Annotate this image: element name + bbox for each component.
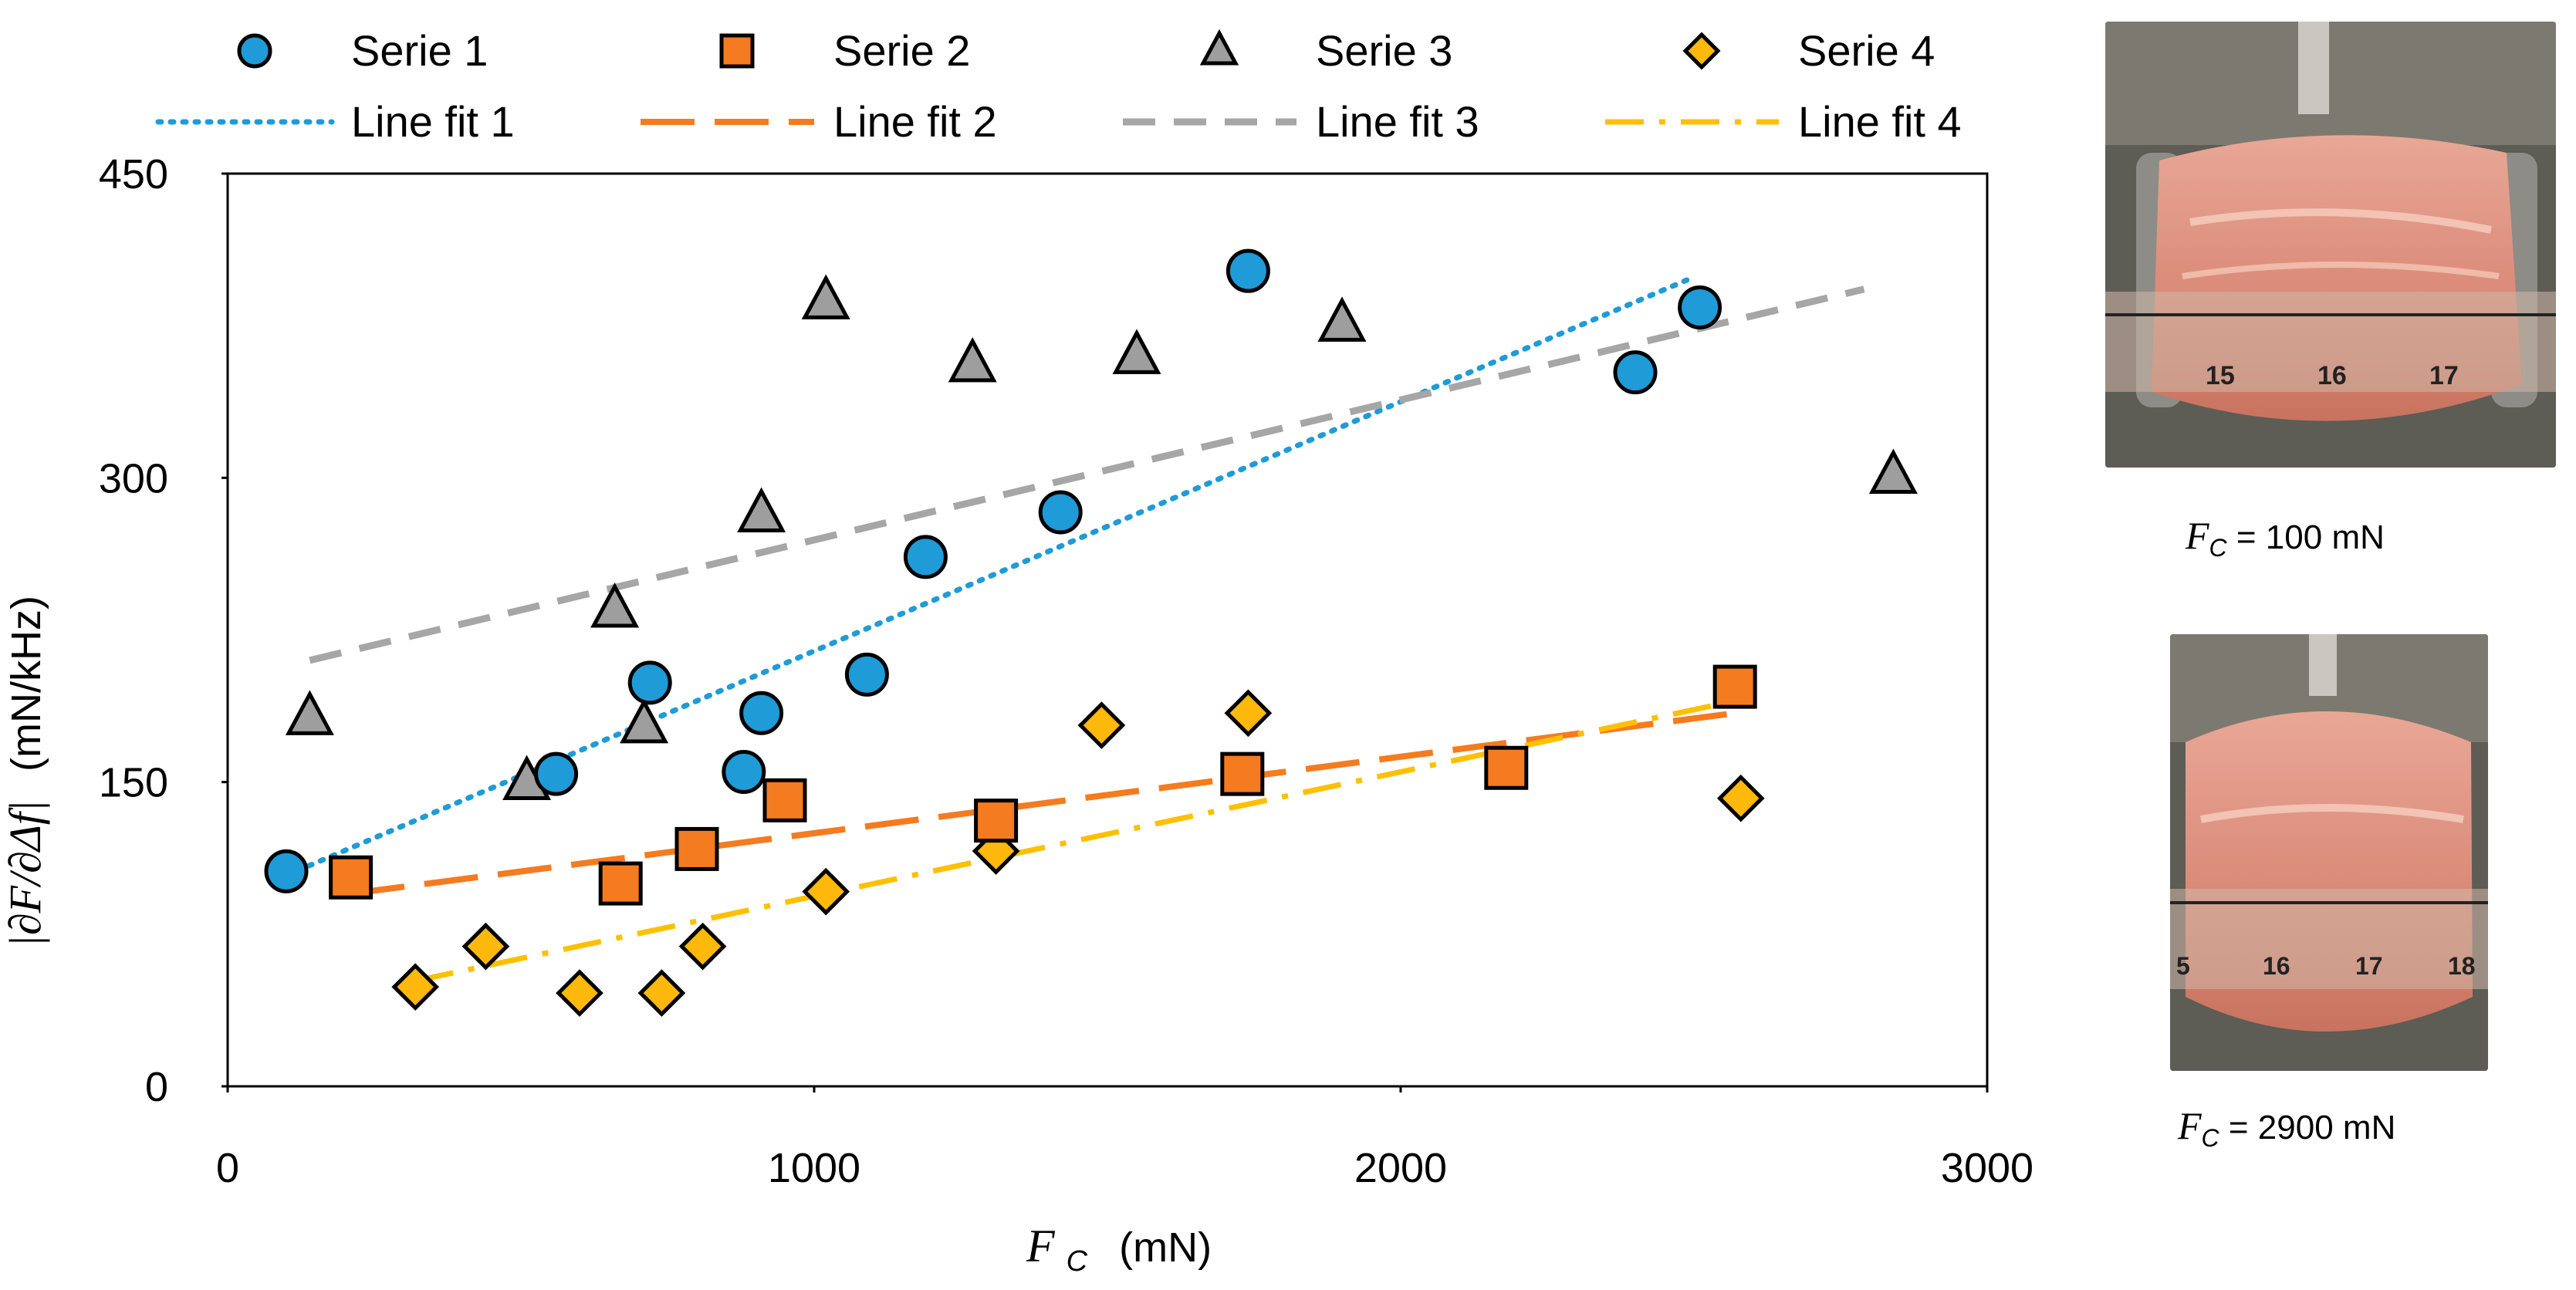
legend-label-fit-1: Line fit 1 — [351, 97, 515, 146]
data-point-serie-2 — [1484, 745, 1529, 790]
axis-labels: |∂F/∂Δf| (mN/kHz) F C (mN) — [0, 596, 1212, 1280]
legend-label-serie-1: Serie 1 — [351, 26, 488, 75]
data-point-serie-3 — [1868, 448, 1918, 495]
data-point-serie-3 — [948, 336, 997, 383]
y-axis-unit: (mN/kHz) — [3, 596, 49, 772]
data-point-serie-1 — [1225, 248, 1270, 293]
data-point-serie-3 — [620, 697, 669, 744]
caption-symbol: F — [2186, 514, 2209, 557]
data-point-serie-3 — [285, 690, 334, 735]
data-point-serie-1 — [739, 691, 784, 735]
data-point-serie-4 — [802, 867, 850, 916]
x-axis-subscript: C — [1067, 1245, 1088, 1278]
axis-ticks: 0 150 300 450 0 1000 2000 3000 — [99, 151, 2033, 1191]
photo-caption-1: FC = 100 mN — [2186, 513, 2385, 562]
fit-line-3 — [309, 285, 1865, 664]
caption-value: = 100 mN — [2236, 518, 2385, 556]
data-point-serie-3 — [590, 583, 640, 628]
legend-marker-serie-2 — [719, 33, 755, 69]
data-point-serie-3 — [801, 274, 850, 319]
y-axis-expression: |∂F/∂Δf| — [0, 800, 50, 947]
x-axis-symbol: F — [1026, 1221, 1056, 1271]
fit-lines — [283, 274, 1865, 984]
ruler-label: 17 — [2429, 361, 2459, 390]
data-point-serie-2 — [674, 826, 719, 871]
plot-area — [226, 172, 1989, 1088]
x-axis-unit: (mN) — [1119, 1224, 1212, 1271]
x-tick-label: 1000 — [768, 1145, 860, 1191]
photo-tissue-100mN: 15 16 17 — [2105, 22, 2556, 468]
legend-label-serie-4: Serie 4 — [1798, 26, 1935, 75]
y-tick-label: 450 — [99, 151, 168, 198]
data-point-serie-1 — [1038, 490, 1083, 535]
photo-caption-2: FC = 2900 mN — [2178, 1103, 2395, 1153]
data-point-serie-4 — [556, 969, 603, 1017]
ruler-label: 5 — [2176, 952, 2190, 980]
data-point-serie-2 — [598, 861, 643, 906]
ruler-label: 16 — [2263, 952, 2290, 980]
data-point-serie-1 — [534, 751, 579, 796]
y-tick-label: 0 — [145, 1064, 168, 1110]
legend-marker-serie-3 — [1199, 29, 1239, 66]
fit-line-2 — [350, 710, 1736, 897]
legend-label-serie-2: Serie 2 — [833, 26, 970, 75]
data-point-serie-1 — [903, 535, 948, 579]
x-tick-label: 3000 — [1941, 1145, 2033, 1191]
data-point-serie-4 — [1077, 701, 1126, 749]
data-point-serie-1 — [722, 750, 766, 795]
data-point-serie-1 — [1613, 350, 1658, 395]
data-point-serie-4 — [637, 969, 686, 1017]
caption-subscript: C — [2209, 533, 2227, 562]
data-point-serie-1 — [264, 849, 309, 893]
legend: Serie 1 Serie 2 Serie 3 Serie 4 Line fit 1 Li… — [155, 26, 1962, 146]
x-axis-label: F C (mN) — [1026, 1221, 1212, 1280]
caption-subscript: C — [2201, 1123, 2219, 1152]
fit-line-1 — [283, 274, 1697, 879]
data-point-serie-2 — [1220, 751, 1265, 796]
ruler-label: 17 — [2355, 952, 2383, 980]
y-tick-label: 300 — [99, 455, 168, 501]
x-tick-label: 2000 — [1354, 1145, 1447, 1191]
data-point-serie-4 — [1716, 774, 1765, 822]
data-point-serie-1 — [1678, 285, 1722, 330]
data-point-serie-3 — [1112, 329, 1161, 374]
tissue-image-2 — [2170, 634, 2488, 1071]
data-point-serie-3 — [737, 487, 786, 532]
data-point-serie-2 — [762, 778, 807, 822]
y-axis-label: |∂F/∂Δf| (mN/kHz) — [0, 596, 50, 947]
legend-marker-serie-4 — [1682, 32, 1721, 70]
legend-label-fit-3: Line fit 3 — [1316, 97, 1479, 146]
ruler-label: 16 — [2317, 361, 2347, 390]
legend-label-serie-3: Serie 3 — [1316, 26, 1452, 75]
data-point-serie-4 — [678, 922, 727, 971]
legend-label-fit-2: Line fit 2 — [833, 97, 997, 146]
data-point-serie-3 — [1317, 296, 1367, 342]
fit-line-4 — [414, 698, 1736, 984]
data-point-serie-4 — [1224, 689, 1273, 738]
data-point-serie-1 — [844, 652, 889, 697]
data-point-serie-4 — [461, 922, 510, 971]
plot-border — [226, 172, 1989, 1088]
caption-value: = 2900 mN — [2228, 1109, 2396, 1146]
data-point-serie-2 — [329, 855, 374, 900]
tissue-image-1 — [2105, 22, 2556, 468]
data-points — [264, 248, 1918, 1017]
photo-tissue-2900mN: 5 16 17 18 — [2170, 634, 2488, 1071]
x-tick-label: 0 — [216, 1145, 239, 1191]
legend-marker-serie-1 — [237, 33, 272, 69]
caption-symbol: F — [2178, 1104, 2202, 1147]
ruler-label: 18 — [2448, 952, 2476, 980]
y-tick-label: 150 — [99, 760, 168, 806]
data-point-serie-1 — [627, 660, 672, 705]
legend-label-fit-4: Line fit 4 — [1798, 97, 1962, 146]
ruler-label: 15 — [2206, 361, 2235, 390]
data-point-serie-4 — [391, 963, 440, 1011]
data-point-serie-2 — [974, 799, 1019, 843]
data-point-serie-2 — [1712, 664, 1757, 709]
